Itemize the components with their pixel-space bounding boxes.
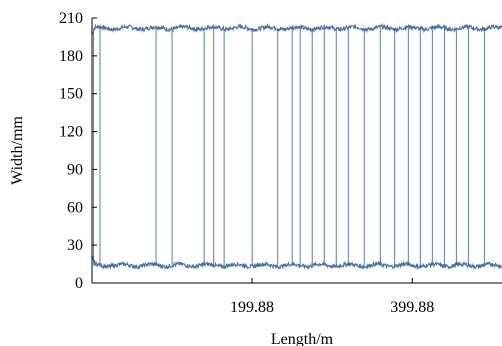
y-tick-label: 0 [75,275,83,292]
y-tick-label: 210 [59,10,83,27]
series-line-upper-edge [92,22,502,35]
vertical-lines [93,28,485,266]
y-tick-label: 90 [67,161,83,178]
series-line-lower-edge [92,255,502,271]
y-tick-label: 60 [67,199,83,216]
y-tick-label: 30 [67,237,83,254]
x-ticks: 199.88 399.88 [230,278,434,316]
y-axis-label: Width/mm [9,116,26,185]
y-tick-label: 120 [59,124,83,141]
x-axis-label: Length/m [271,331,334,346]
axes [91,18,502,284]
y-tick-label: 180 [59,48,83,65]
y-tick-label: 150 [59,86,83,103]
x-tick-label: 199.88 [230,299,274,316]
x-tick-label: 399.88 [390,299,434,316]
series-lines [92,22,502,271]
y-ticks: 0 30 60 90 120 150 180 210 [59,10,97,292]
